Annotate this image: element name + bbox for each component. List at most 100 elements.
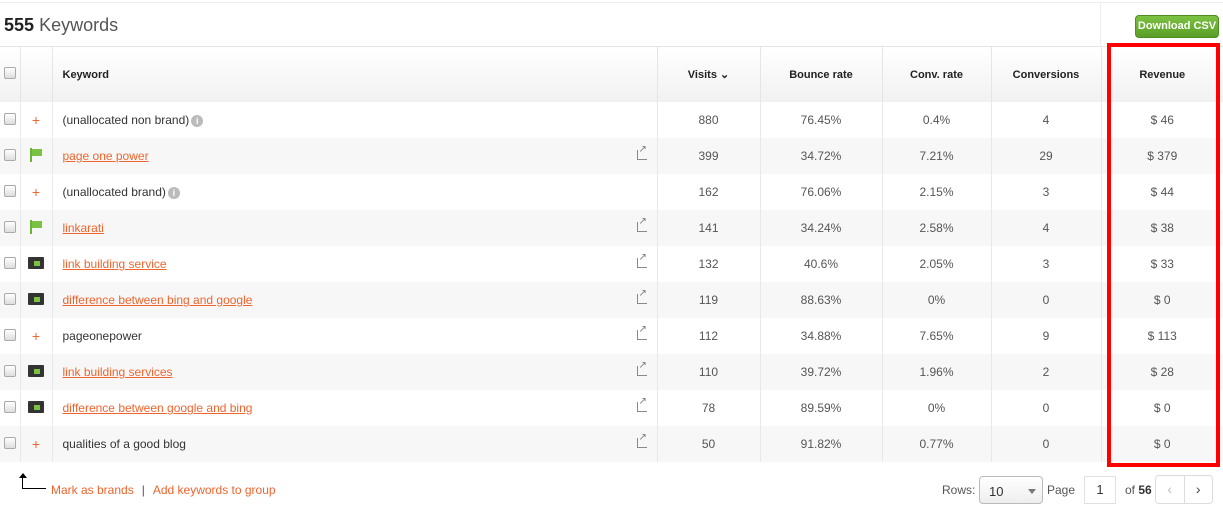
flag-icon[interactable] bbox=[29, 219, 43, 234]
download-csv-button[interactable]: Download CSV bbox=[1135, 15, 1219, 38]
row-checkbox[interactable] bbox=[3, 364, 16, 377]
column-conversions[interactable]: Conversions bbox=[991, 47, 1102, 102]
row-checkbox[interactable] bbox=[3, 436, 16, 449]
row-checkbox[interactable] bbox=[3, 328, 16, 341]
table-row: + (unallocated brand) i 162 76.06% 2.15% … bbox=[0, 174, 1223, 210]
table-row: + (unallocated non brand) i 880 76.45% 0.… bbox=[0, 102, 1223, 138]
table-row: linkarati 141 34.24% 2.58% 4 $ 38 bbox=[0, 210, 1223, 246]
keyword-link[interactable]: link building services bbox=[62, 365, 173, 379]
external-link-icon[interactable] bbox=[636, 216, 647, 232]
conversions-cell: 0 bbox=[991, 426, 1102, 462]
folder-icon[interactable] bbox=[28, 292, 44, 305]
conv-rate-cell: 2.15% bbox=[882, 174, 992, 210]
keyword-link[interactable]: difference between bing and google bbox=[62, 293, 253, 307]
external-link-icon[interactable] bbox=[636, 360, 647, 376]
column-revenue[interactable]: Revenue bbox=[1101, 47, 1223, 102]
row-checkbox[interactable] bbox=[3, 292, 16, 305]
keyword-cell: link building service bbox=[52, 246, 658, 282]
mark-as-brands-link[interactable]: Mark as brands bbox=[51, 483, 134, 497]
visits-cell: 119 bbox=[657, 282, 761, 318]
folder-icon[interactable] bbox=[28, 364, 44, 377]
external-link-icon[interactable] bbox=[636, 288, 647, 304]
external-link-icon[interactable] bbox=[636, 432, 647, 448]
external-link-icon[interactable] bbox=[636, 396, 647, 412]
info-icon[interactable]: i bbox=[167, 187, 180, 199]
conv-rate-cell: 1.96% bbox=[882, 354, 992, 390]
plus-icon[interactable]: + bbox=[31, 184, 41, 200]
info-icon[interactable]: i bbox=[191, 115, 204, 127]
table-row: link building service 132 40.6% 2.05% 3 … bbox=[0, 246, 1223, 282]
bounce-rate-cell: 88.63% bbox=[760, 282, 883, 318]
visits-cell: 399 bbox=[657, 138, 761, 174]
select-all-checkbox[interactable] bbox=[3, 67, 16, 79]
flag-icon[interactable] bbox=[29, 147, 43, 162]
conv-rate-cell: 7.65% bbox=[882, 318, 992, 354]
row-checkbox[interactable] bbox=[3, 256, 16, 269]
row-checkbox[interactable] bbox=[3, 148, 16, 161]
keyword-link[interactable]: linkarati bbox=[62, 221, 104, 235]
revenue-cell: $ 379 bbox=[1101, 138, 1223, 174]
header-bar: 555 Keywords Download CSV bbox=[0, 2, 1223, 48]
revenue-cell: $ 46 bbox=[1150, 113, 1174, 127]
plus-icon[interactable]: + bbox=[31, 112, 41, 128]
folder-icon[interactable] bbox=[28, 400, 44, 413]
add-keywords-to-group-link[interactable]: Add keywords to group bbox=[152, 483, 276, 497]
divider bbox=[1100, 3, 1101, 48]
revenue-cell: $ 0 bbox=[1101, 426, 1223, 462]
external-link-icon[interactable] bbox=[636, 252, 647, 268]
column-keyword[interactable]: Keyword bbox=[52, 47, 658, 102]
folder-icon[interactable] bbox=[28, 256, 44, 269]
plus-icon[interactable]: + bbox=[31, 328, 41, 344]
conversions-cell: 4 bbox=[991, 210, 1102, 246]
revenue-cell: $ 28 bbox=[1101, 354, 1223, 390]
bounce-rate-cell: 76.45% bbox=[760, 102, 883, 138]
row-checkbox[interactable] bbox=[3, 112, 16, 125]
bounce-rate-cell: 34.72% bbox=[760, 138, 883, 174]
next-page-button[interactable]: › bbox=[1183, 476, 1213, 503]
visits-cell: 141 bbox=[657, 210, 761, 246]
conv-rate-cell: 0% bbox=[882, 390, 992, 426]
keyword-cell: difference between bing and google bbox=[52, 282, 658, 318]
row-checkbox[interactable] bbox=[3, 184, 16, 197]
keyword-link[interactable]: difference between google and bing bbox=[62, 401, 253, 415]
visits-cell: 162 bbox=[657, 174, 761, 210]
external-link-icon[interactable] bbox=[636, 324, 647, 340]
conversions-cell: 0 bbox=[991, 390, 1102, 426]
table-row: difference between bing and google 119 8… bbox=[0, 282, 1223, 318]
keyword-cell: pageonepower bbox=[52, 318, 658, 354]
row-checkbox[interactable] bbox=[3, 400, 16, 413]
bounce-rate-cell: 34.24% bbox=[760, 210, 883, 246]
bounce-rate-cell: 91.82% bbox=[760, 426, 883, 462]
revenue-cell: $ 44 bbox=[1150, 185, 1174, 199]
prev-page-button[interactable]: ‹ bbox=[1167, 481, 1173, 497]
page-input[interactable]: 1 bbox=[1084, 476, 1116, 504]
conversions-cell: 3 bbox=[991, 174, 1102, 210]
visits-cell: 132 bbox=[657, 246, 761, 282]
column-bounce-rate[interactable]: Bounce rate bbox=[760, 47, 883, 102]
revenue-cell: $ 0 bbox=[1153, 401, 1171, 415]
column-conv-rate[interactable]: Conv. rate bbox=[882, 47, 992, 102]
plus-icon[interactable]: + bbox=[31, 436, 41, 452]
conv-rate-cell: 2.58% bbox=[882, 210, 992, 246]
row-checkbox[interactable] bbox=[3, 220, 16, 233]
keyword-link[interactable]: link building service bbox=[62, 257, 167, 271]
revenue-cell: $ 113 bbox=[1147, 329, 1177, 343]
keyword-link[interactable]: page one power bbox=[62, 149, 149, 163]
arrow-up-icon bbox=[19, 473, 46, 489]
revenue-cell: $ 38 bbox=[1101, 210, 1223, 246]
keyword-text: pageonepower bbox=[62, 329, 142, 343]
keyword-cell: page one power bbox=[52, 138, 658, 174]
rows-select[interactable]: 10 bbox=[979, 476, 1043, 504]
chevron-down-icon bbox=[1028, 489, 1036, 494]
keyword-cell: qualities of a good blog bbox=[52, 426, 658, 462]
keyword-cell: link building services bbox=[52, 354, 658, 390]
conversions-cell: 29 bbox=[991, 138, 1102, 174]
external-link-icon[interactable] bbox=[636, 144, 647, 160]
conv-rate-cell: 0.4% bbox=[882, 102, 992, 138]
table-row: difference between google and bing 78 89… bbox=[0, 390, 1223, 426]
conversions-cell: 3 bbox=[991, 246, 1102, 282]
bounce-rate-cell: 89.59% bbox=[760, 390, 883, 426]
bounce-rate-cell: 34.88% bbox=[760, 318, 883, 354]
column-visits[interactable]: Visits ⌄ bbox=[657, 47, 761, 102]
page-label: Page bbox=[1047, 483, 1076, 497]
